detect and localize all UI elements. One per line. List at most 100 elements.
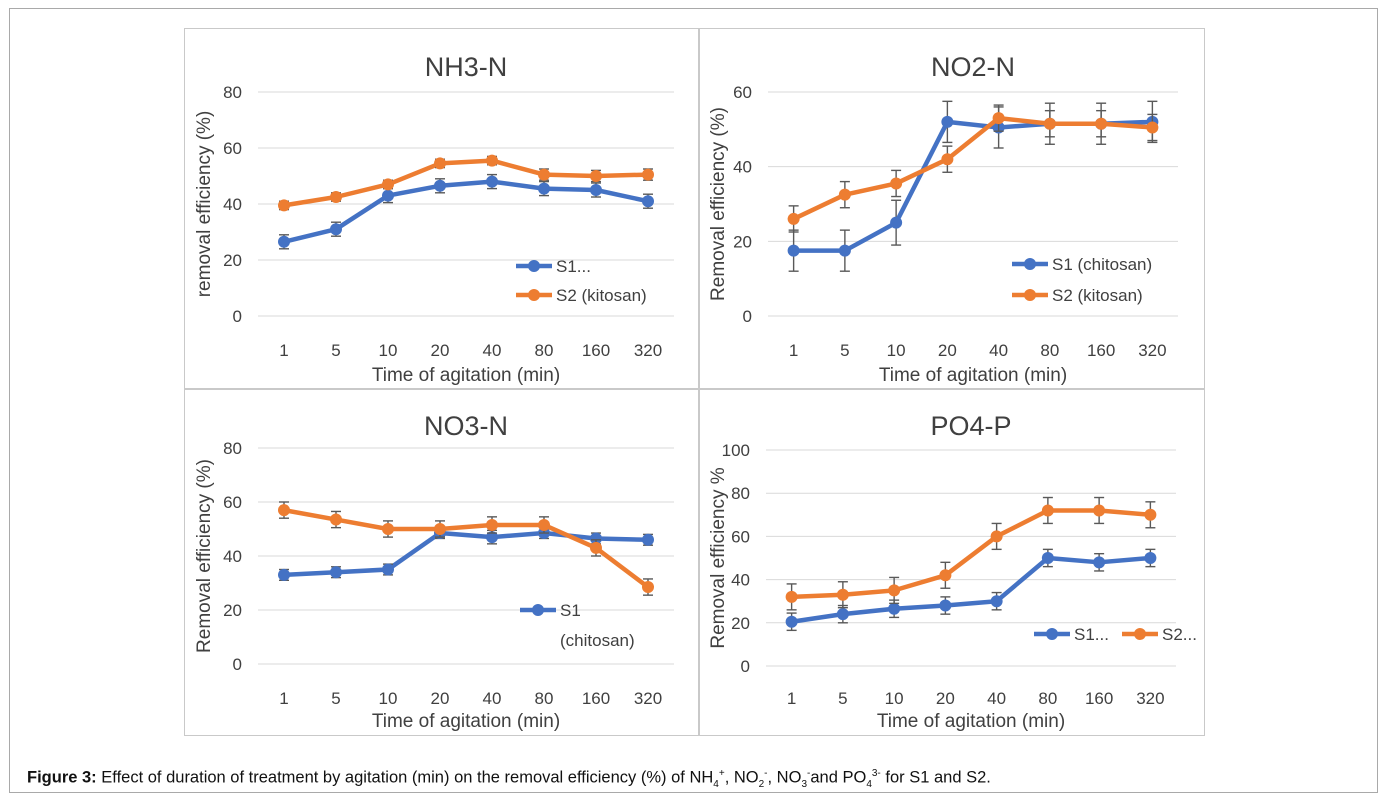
data-point xyxy=(836,588,849,601)
data-point xyxy=(278,568,290,581)
series-1 xyxy=(278,173,654,250)
x-tick-label: 1 xyxy=(279,341,288,360)
chart-title: NH3-N xyxy=(425,52,508,82)
legend: S1 (chitosan) xyxy=(520,601,635,650)
series-2 xyxy=(278,154,654,212)
data-point xyxy=(1041,552,1054,564)
data-point xyxy=(1093,556,1106,569)
data-point xyxy=(330,513,342,526)
series-line xyxy=(283,507,650,589)
legend-marker xyxy=(1046,628,1058,640)
caption-no2-sub: 2 xyxy=(758,778,765,790)
x-axis-label: Time of agitation (min) xyxy=(372,365,560,386)
data-point xyxy=(785,615,798,628)
series-line xyxy=(791,555,1151,624)
x-tick-label: 10 xyxy=(379,341,398,360)
y-tick-label: 40 xyxy=(733,158,752,177)
data-point xyxy=(642,168,654,181)
figure-caption: Figure 3: Effect of duration of treatmen… xyxy=(27,768,991,790)
x-tick-label: 320 xyxy=(634,341,662,360)
legend: S1... S2... xyxy=(1034,625,1197,644)
legend-marker xyxy=(1024,258,1036,270)
data-point xyxy=(382,523,394,535)
data-point xyxy=(1095,117,1108,130)
series-2 xyxy=(787,104,1159,233)
data-point xyxy=(1093,504,1106,517)
y-tick-label: 80 xyxy=(223,83,242,102)
chart-nh3-n-svg: NH3-N 0 20 40 60 80 1 5 10 20 40 80 160 320 Time of ag… xyxy=(194,52,674,386)
y-tick-label: 60 xyxy=(733,83,752,102)
data-point xyxy=(992,112,1005,125)
legend-marker xyxy=(528,260,540,272)
data-point xyxy=(538,182,550,195)
data-point xyxy=(330,223,342,236)
y-axis-label: Removal efficiency (%) xyxy=(194,459,215,653)
y-tick-label: 0 xyxy=(741,657,750,676)
data-point xyxy=(787,244,800,257)
y-tick-label: 60 xyxy=(223,139,242,158)
y-tick-label: 20 xyxy=(733,232,752,251)
chart-no3-n: NO3-N 0 20 40 60 80 1 5 10 20 40 80 160 320 Time of ag… xyxy=(186,390,698,734)
data-point xyxy=(590,532,602,545)
x-tick-label: 40 xyxy=(483,341,502,360)
data-point xyxy=(1043,117,1056,130)
data-point xyxy=(434,179,446,192)
panel-divider-horizontal xyxy=(184,388,1205,390)
legend-label: S2... xyxy=(1162,625,1197,644)
series-line xyxy=(283,179,649,244)
data-point xyxy=(642,195,654,208)
chart-no2-n: NO2-N 0 20 40 60 1 5 10 20 40 80 160 320 Time of agit… xyxy=(700,30,1203,388)
x-tick-label: 40 xyxy=(483,689,502,708)
x-tick-label: 1 xyxy=(787,689,796,708)
data-point xyxy=(382,563,394,576)
series-line xyxy=(791,508,1151,600)
caption-no3-sub: 3 xyxy=(801,778,807,790)
y-tick-label: 0 xyxy=(743,307,752,326)
x-tick-label: 5 xyxy=(331,689,340,708)
y-tick-label: 60 xyxy=(223,493,242,512)
data-point xyxy=(642,533,654,546)
data-point xyxy=(939,599,952,612)
x-axis-label: Time of agitation (min) xyxy=(877,711,1065,732)
x-tick-label: 5 xyxy=(838,689,847,708)
caption-sep-1: , NO xyxy=(724,768,759,787)
chart-title: NO3-N xyxy=(424,411,508,441)
data-point xyxy=(538,518,550,531)
y-tick-label: 20 xyxy=(731,614,750,633)
x-tick-label: 160 xyxy=(1085,689,1113,708)
data-point xyxy=(330,566,342,579)
data-point xyxy=(836,608,849,621)
y-tick-label: 40 xyxy=(223,547,242,566)
data-point xyxy=(278,199,290,212)
data-point xyxy=(990,530,1003,543)
legend-marker xyxy=(532,604,544,616)
legend: S1... S2 (kitosan) xyxy=(516,257,647,305)
legend-label: S1... xyxy=(556,257,591,276)
data-point xyxy=(838,244,851,257)
y-tick-label: 80 xyxy=(223,439,242,458)
legend-label: S1 xyxy=(560,601,581,620)
panel-divider-vertical xyxy=(698,28,700,736)
x-tick-label: 320 xyxy=(634,689,662,708)
data-point xyxy=(278,235,290,248)
data-point xyxy=(486,518,498,531)
data-point xyxy=(486,175,498,188)
caption-no2-sup: - xyxy=(764,768,768,779)
x-tick-label: 1 xyxy=(789,341,798,360)
x-axis-label: Time of agitation (min) xyxy=(372,711,560,732)
data-point xyxy=(538,168,550,181)
data-point xyxy=(278,504,290,517)
data-point xyxy=(941,153,954,166)
x-tick-label: 10 xyxy=(887,341,906,360)
y-tick-label: 20 xyxy=(223,601,242,620)
y-tick-label: 80 xyxy=(731,484,750,503)
data-point xyxy=(890,216,903,229)
data-point xyxy=(787,212,800,225)
x-tick-label: 10 xyxy=(885,689,904,708)
chart-no2-n-svg: NO2-N 0 20 40 60 1 5 10 20 40 80 160 320 Time of agit… xyxy=(708,52,1178,386)
x-tick-label: 160 xyxy=(582,689,610,708)
data-point xyxy=(785,590,798,603)
y-tick-label: 0 xyxy=(233,655,242,674)
data-point xyxy=(486,531,498,544)
x-tick-label: 160 xyxy=(1087,341,1115,360)
